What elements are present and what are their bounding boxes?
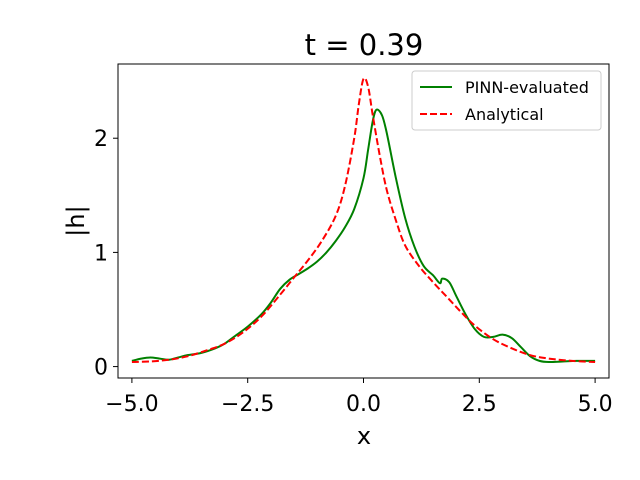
chart-title: t = 0.39 xyxy=(305,28,424,62)
legend-box xyxy=(411,70,602,131)
x-tick-label: −5.0 xyxy=(105,392,158,417)
y-tick-label: 1 xyxy=(94,241,108,266)
series-layer xyxy=(131,77,596,364)
legend-label-analytical: Analytical xyxy=(465,105,544,124)
series-line-analytical xyxy=(131,77,596,364)
y-axis: 0 1 2 xyxy=(94,127,118,381)
y-tick-label: 2 xyxy=(94,127,108,152)
series-line-pinn xyxy=(131,108,596,364)
y-tick-label: 0 xyxy=(94,356,108,381)
x-tick-label: 5.0 xyxy=(578,392,613,417)
x-axis: −5.0 −2.5 0.0 2.5 5.0 xyxy=(105,378,613,417)
y-axis-label: |h| xyxy=(62,205,90,236)
legend-label-pinn: PINN-evaluated xyxy=(465,78,589,97)
x-tick-label: 2.5 xyxy=(462,392,497,417)
x-axis-label: x xyxy=(357,422,371,450)
x-tick-label: 0.0 xyxy=(346,392,381,417)
x-tick-label: −2.5 xyxy=(221,392,274,417)
legend: PINN-evaluated Analytical xyxy=(411,70,602,131)
